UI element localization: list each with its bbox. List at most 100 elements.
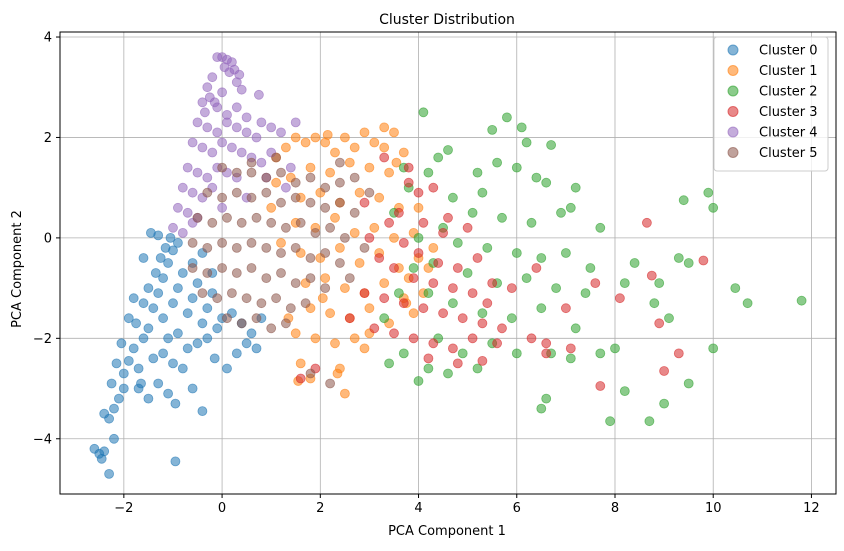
data-point: [477, 355, 488, 366]
data-point: [217, 263, 228, 273]
x-tick-label: 12: [803, 501, 820, 516]
x-tick-label: 10: [705, 501, 722, 516]
data-point: [251, 132, 262, 143]
data-point: [595, 381, 606, 391]
x-tick-label: 8: [611, 501, 619, 516]
series-cluster-3: [295, 152, 709, 391]
data-point: [246, 263, 257, 273]
data-point: [349, 333, 360, 344]
data-point: [428, 278, 439, 289]
data-point: [703, 187, 714, 198]
data-point: [531, 172, 542, 183]
data-point: [536, 303, 547, 314]
data-point: [222, 313, 232, 324]
data-point: [246, 157, 257, 168]
data-point: [546, 140, 556, 150]
data-point: [261, 273, 272, 284]
legend-marker: [727, 106, 739, 117]
data-point: [438, 308, 449, 319]
data-point: [207, 217, 218, 228]
data-point: [413, 202, 424, 213]
data-point: [217, 237, 228, 248]
data-point: [482, 298, 493, 309]
data-point: [109, 433, 119, 444]
data-point: [136, 378, 146, 389]
data-point: [114, 393, 124, 404]
data-point: [487, 278, 498, 289]
data-point: [526, 333, 537, 344]
data-point: [251, 212, 262, 223]
data-point: [246, 328, 257, 339]
data-point: [192, 278, 203, 289]
data-point: [231, 167, 242, 178]
y-tick-label: −2: [33, 332, 52, 347]
x-tick-label: 2: [316, 501, 324, 516]
data-point: [418, 303, 429, 314]
data-point: [177, 182, 188, 193]
data-point: [116, 338, 127, 349]
data-point: [192, 212, 203, 223]
data-point: [192, 167, 203, 178]
data-point: [506, 313, 517, 324]
data-point: [506, 283, 517, 294]
data-point: [398, 147, 409, 158]
data-point: [354, 258, 365, 268]
data-point: [187, 187, 198, 198]
data-point: [158, 348, 169, 359]
data-point: [664, 313, 674, 324]
data-point: [280, 182, 291, 193]
data-point: [231, 122, 242, 133]
data-point: [305, 253, 316, 263]
data-point: [310, 333, 321, 344]
data-point: [217, 192, 228, 203]
data-point: [393, 288, 404, 299]
data-point: [305, 172, 316, 183]
data-point: [654, 318, 665, 329]
data-point: [349, 142, 360, 153]
data-point: [104, 468, 114, 479]
data-point: [354, 187, 365, 198]
data-point: [295, 358, 306, 369]
data-point: [202, 172, 213, 183]
legend-label: Cluster 3: [759, 105, 818, 120]
data-point: [128, 293, 139, 304]
data-point: [172, 283, 183, 294]
data-point: [654, 278, 665, 289]
data-point: [590, 278, 601, 289]
data-point: [290, 192, 301, 203]
data-point: [443, 368, 453, 379]
data-point: [99, 408, 110, 419]
data-point: [462, 222, 473, 233]
data-point: [320, 283, 331, 294]
data-point: [138, 253, 149, 263]
data-point: [325, 222, 336, 233]
data-point: [217, 137, 228, 148]
data-point: [199, 107, 210, 118]
data-point: [212, 293, 223, 304]
data-point: [236, 217, 247, 228]
data-point: [359, 197, 370, 208]
data-point: [462, 268, 473, 278]
data-point: [290, 117, 301, 128]
legend-marker: [727, 147, 739, 158]
data-point: [708, 343, 719, 354]
data-point: [595, 348, 606, 359]
x-tick-label: −2: [114, 501, 133, 516]
data-point: [595, 222, 606, 233]
data-point: [339, 232, 350, 243]
data-point: [487, 124, 498, 135]
legend-marker: [727, 85, 739, 97]
data-point: [123, 355, 134, 366]
data-point: [251, 343, 262, 354]
data-point: [231, 348, 242, 359]
data-point: [659, 398, 669, 409]
data-point: [182, 308, 193, 319]
data-point: [172, 328, 183, 339]
data-point: [389, 127, 399, 138]
series-cluster-0: [89, 227, 267, 479]
data-point: [261, 187, 272, 198]
data-point: [170, 398, 181, 409]
data-point: [521, 137, 532, 148]
data-point: [472, 253, 483, 263]
data-point: [551, 283, 561, 294]
